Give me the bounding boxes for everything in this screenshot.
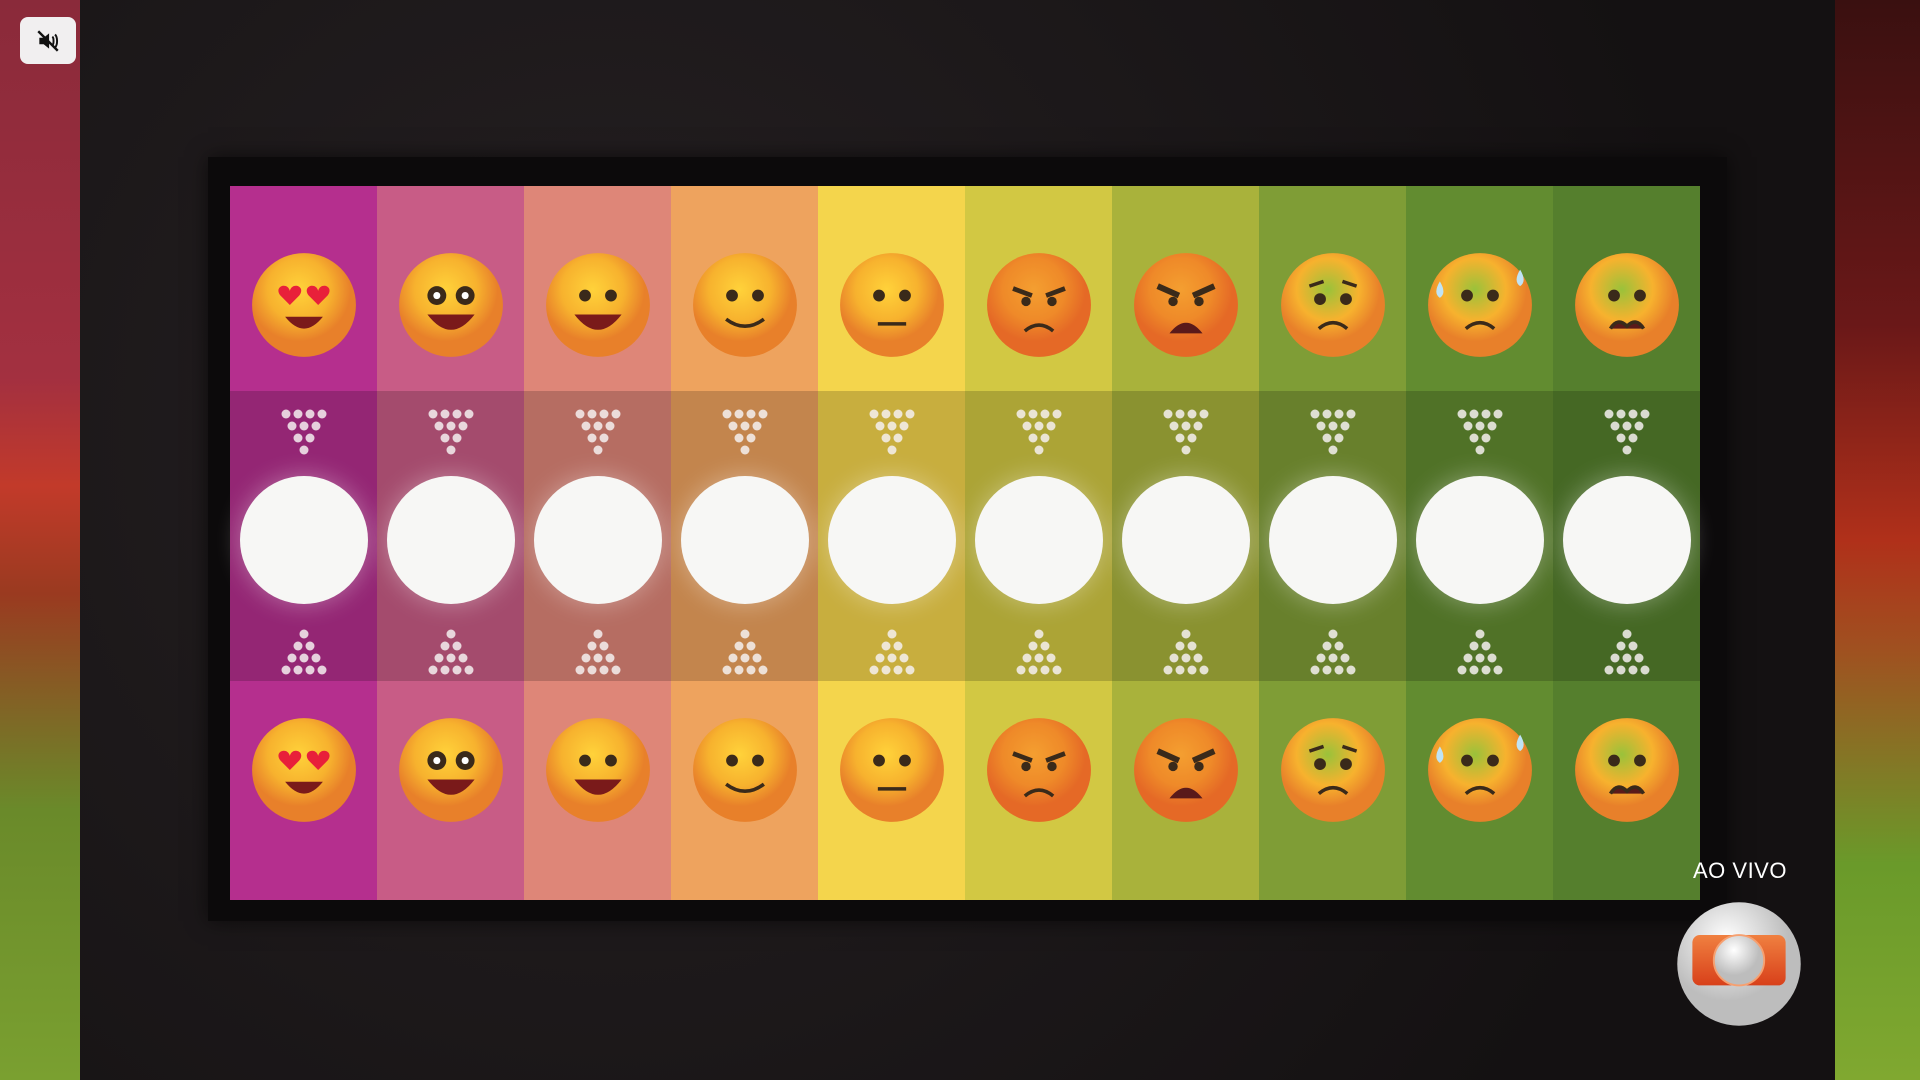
- live-label: AO VIVO: [1693, 858, 1787, 883]
- angry-emoji-icon: [986, 253, 1091, 357]
- down-arrow-dots-icon: [1457, 409, 1502, 455]
- down-arrow-dots-icon: [575, 409, 620, 455]
- white-sensor-circle: [827, 476, 956, 604]
- studio-background-right: [1825, 0, 1920, 1080]
- anxious-sweat-emoji-icon: [1427, 718, 1532, 822]
- down-arrow-dots-icon: [1604, 409, 1649, 455]
- star-struck-emoji-icon: [398, 718, 503, 822]
- emoji-column: [1112, 186, 1259, 900]
- heart-eyes-emoji-icon: [251, 253, 356, 357]
- white-sensor-circle: [1415, 476, 1544, 604]
- up-arrow-dots-icon: [1163, 629, 1208, 675]
- down-arrow-dots-icon: [1163, 409, 1208, 455]
- white-sensor-circle: [533, 476, 662, 604]
- emoji-column: [965, 186, 1112, 900]
- grinning-emoji-icon: [545, 718, 650, 822]
- neutral-emoji-icon: [839, 253, 944, 357]
- slightly-smiling-emoji-icon: [692, 718, 797, 822]
- white-sensor-circle: [680, 476, 809, 604]
- emoji-column: [671, 186, 818, 900]
- furious-emoji-icon: [1133, 718, 1238, 822]
- emoji-column: [1553, 186, 1700, 900]
- studio-background-left: [0, 0, 85, 1080]
- emoji-column: [818, 186, 965, 900]
- emoji-sensor-screen: [230, 186, 1700, 900]
- up-arrow-dots-icon: [869, 629, 914, 675]
- down-arrow-dots-icon: [869, 409, 914, 455]
- speaker-muted-icon: [37, 29, 59, 52]
- emoji-column: [1406, 186, 1553, 900]
- up-arrow-dots-icon: [722, 629, 767, 675]
- white-sensor-circle: [974, 476, 1103, 604]
- white-sensor-circle: [1268, 476, 1397, 604]
- nauseated-emoji-icon: [1574, 718, 1679, 822]
- anxious-sweat-emoji-icon: [1427, 253, 1532, 357]
- up-arrow-dots-icon: [1016, 629, 1061, 675]
- mute-button[interactable]: [20, 17, 76, 64]
- up-arrow-dots-icon: [281, 629, 326, 675]
- white-sensor-circle: [1121, 476, 1250, 604]
- white-sensor-circle: [386, 476, 515, 604]
- down-arrow-dots-icon: [722, 409, 767, 455]
- heart-eyes-emoji-icon: [251, 718, 356, 822]
- worried-emoji-icon: [1280, 253, 1385, 357]
- emoji-column: [1259, 186, 1406, 900]
- down-arrow-dots-icon: [281, 409, 326, 455]
- emoji-column: [377, 186, 524, 900]
- down-arrow-dots-icon: [1310, 409, 1355, 455]
- up-arrow-dots-icon: [1310, 629, 1355, 675]
- up-arrow-dots-icon: [575, 629, 620, 675]
- down-arrow-dots-icon: [428, 409, 473, 455]
- slightly-smiling-emoji-icon: [692, 253, 797, 357]
- furious-emoji-icon: [1133, 253, 1238, 357]
- white-sensor-circle: [239, 476, 368, 604]
- up-arrow-dots-icon: [428, 629, 473, 675]
- star-struck-emoji-icon: [398, 253, 503, 357]
- neutral-emoji-icon: [839, 718, 944, 822]
- emoji-column: [524, 186, 671, 900]
- down-arrow-dots-icon: [1016, 409, 1061, 455]
- worried-emoji-icon: [1280, 718, 1385, 822]
- nauseated-emoji-icon: [1574, 253, 1679, 357]
- grinning-emoji-icon: [545, 253, 650, 357]
- globo-logo: [1677, 902, 1801, 1026]
- up-arrow-dots-icon: [1604, 629, 1649, 675]
- angry-emoji-icon: [986, 718, 1091, 822]
- up-arrow-dots-icon: [1457, 629, 1502, 675]
- white-sensor-circle: [1562, 476, 1691, 604]
- emoji-column: [230, 186, 377, 900]
